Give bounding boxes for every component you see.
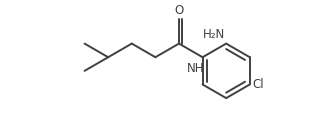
Text: Cl: Cl bbox=[252, 78, 264, 91]
Text: NH: NH bbox=[187, 62, 204, 75]
Text: O: O bbox=[174, 4, 184, 17]
Text: H₂N: H₂N bbox=[203, 28, 225, 41]
